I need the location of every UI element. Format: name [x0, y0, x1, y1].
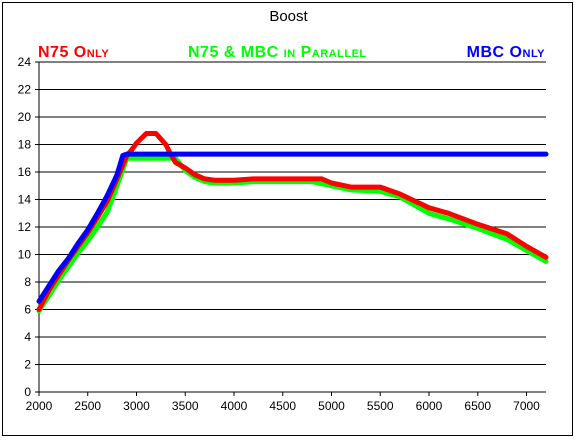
chart-title: Boost: [269, 8, 308, 25]
y-tick-label: 16: [18, 165, 32, 179]
x-tick-label: 4000: [221, 399, 248, 413]
x-tick-label: 5000: [318, 399, 345, 413]
y-tick-label: 20: [18, 110, 32, 124]
y-tick-label: 4: [24, 330, 31, 344]
x-tick-label: 7000: [513, 399, 540, 413]
x-tick-label: 6500: [464, 399, 491, 413]
y-tick-label: 18: [18, 138, 32, 152]
x-tick-label: 4500: [269, 399, 296, 413]
series-line-mbc-only: [36, 151, 549, 304]
y-tick-label: 0: [24, 385, 31, 399]
series-line-n75-only: [36, 131, 549, 312]
x-tick-label: 3500: [172, 399, 199, 413]
x-tick-label: 2500: [74, 399, 101, 413]
x-tick-label: 3000: [123, 399, 150, 413]
legend-n75-mbc-parallel: N75 & MBC in Parallel: [188, 44, 367, 61]
y-tick-label: 8: [24, 275, 31, 289]
x-tick-label: 6000: [416, 399, 443, 413]
y-tick-label: 14: [18, 193, 32, 207]
y-tick-label: 24: [18, 55, 32, 69]
y-tick-label: 12: [18, 220, 32, 234]
y-tick-label: 10: [18, 248, 32, 262]
legend-n75-only: N75 Only: [38, 44, 110, 61]
y-tick-label: 2: [24, 358, 31, 372]
legend-mbc-only: MBC Only: [466, 44, 545, 61]
y-tick-label: 22: [18, 83, 32, 97]
x-tick-label: 5500: [367, 399, 394, 413]
y-tick-label: 6: [24, 303, 31, 317]
series-line-n75-mbc-parallel: [36, 155, 549, 314]
x-tick-label: 2000: [26, 399, 53, 413]
